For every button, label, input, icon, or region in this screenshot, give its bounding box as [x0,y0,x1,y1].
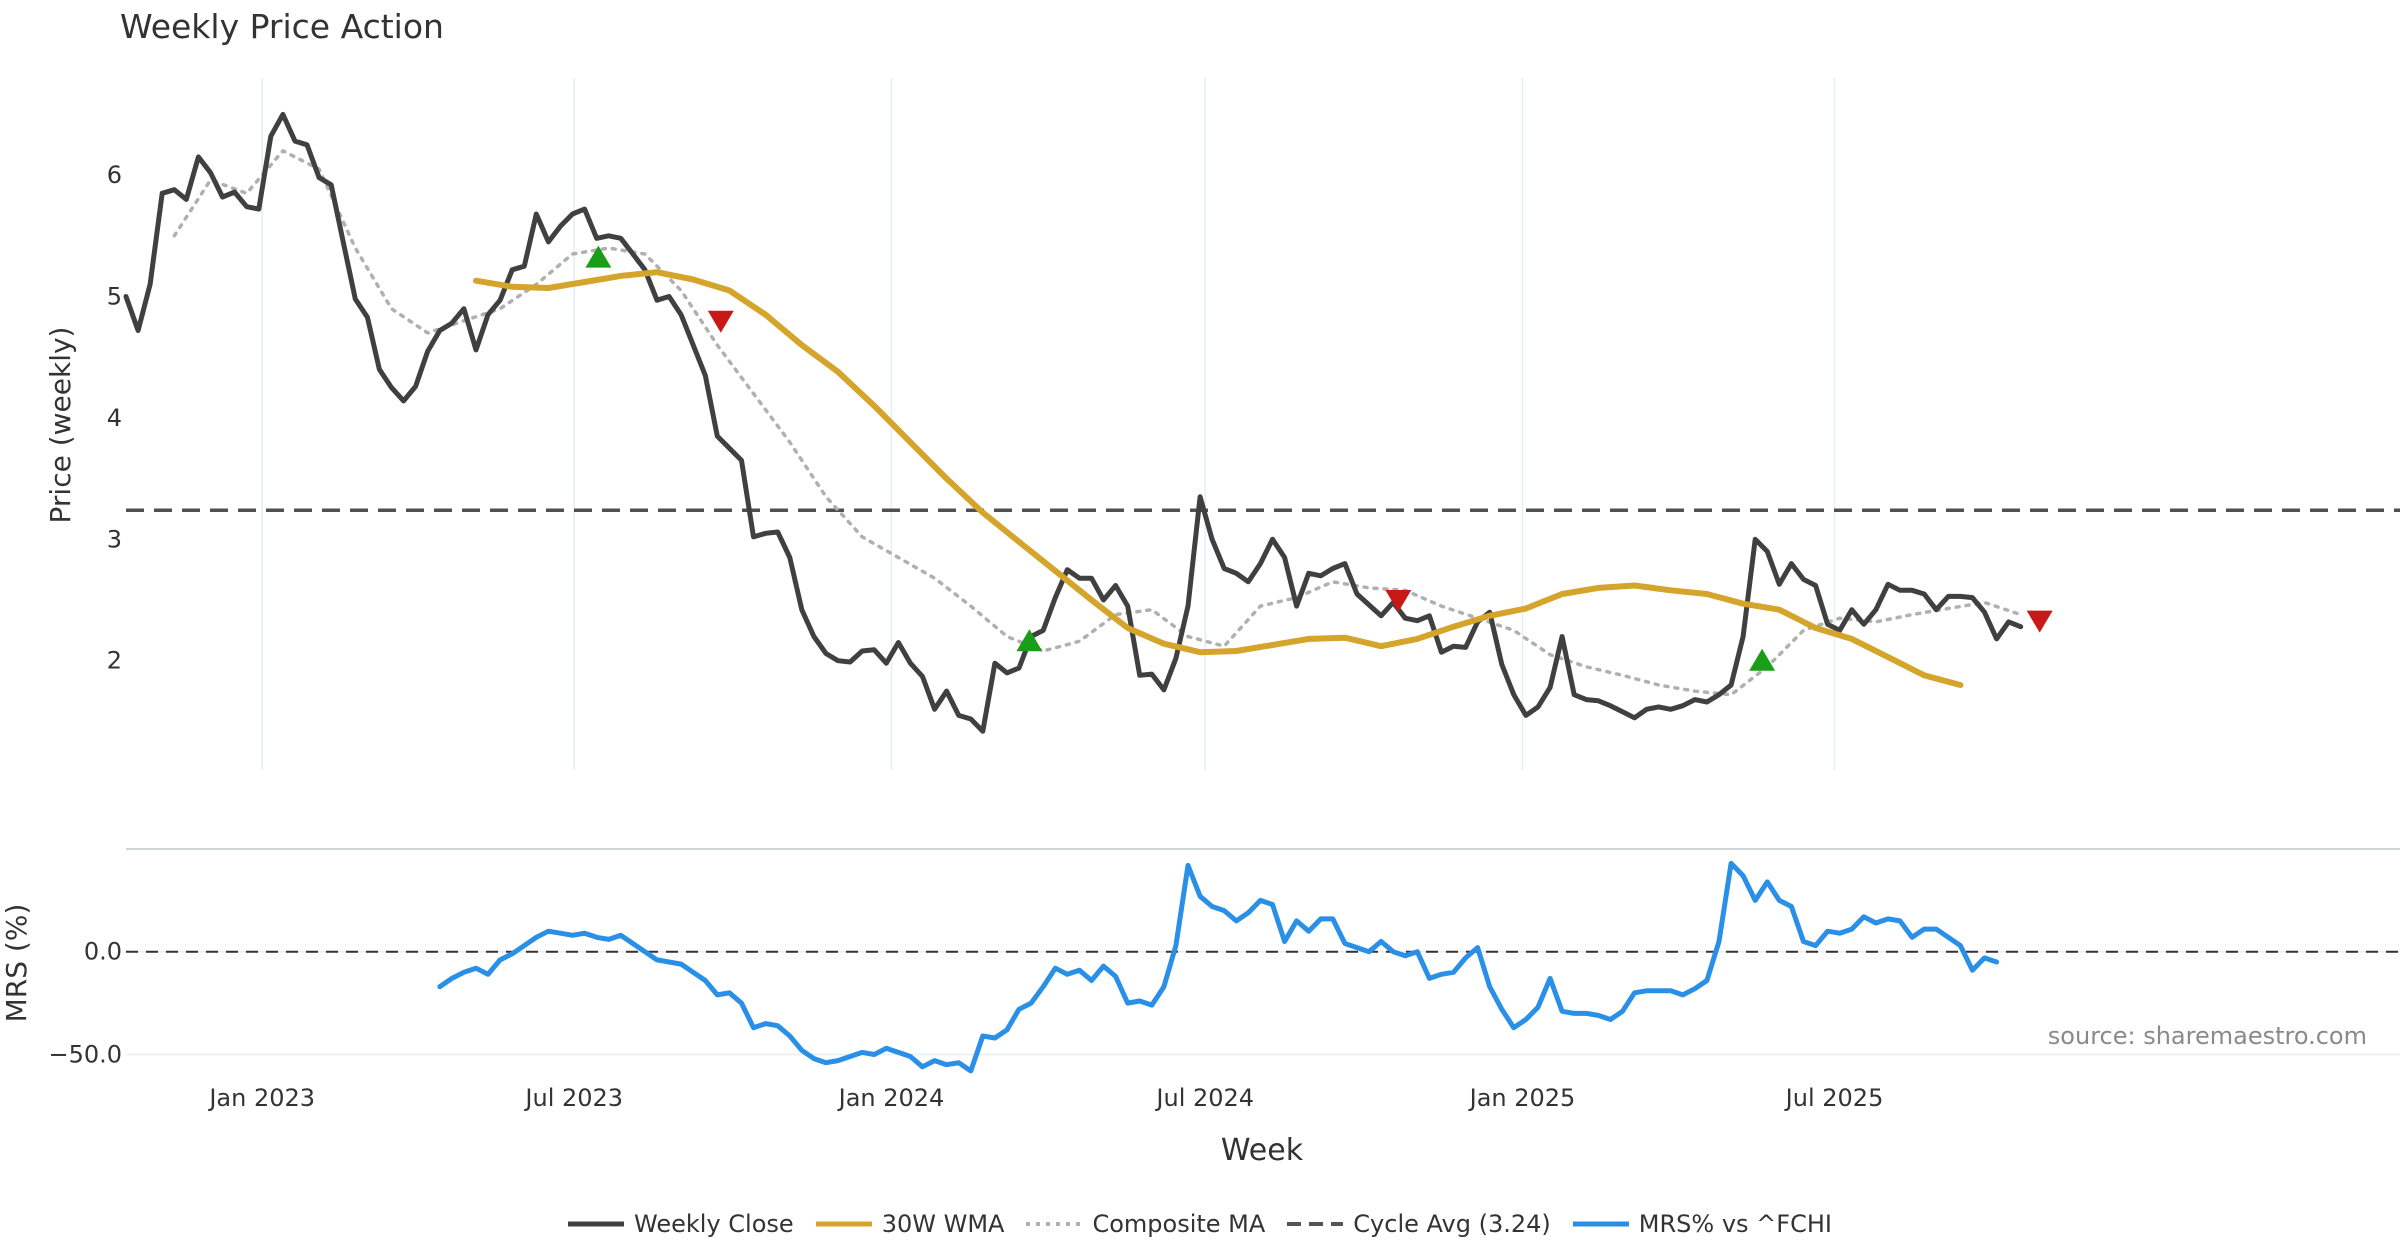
mrs-y-tick-labels: 0.0 −50.0 [48,938,122,1069]
legend-label: Composite MA [1092,1210,1266,1238]
chart-legend: Weekly Close 30W WMA Composite MA Cycle … [0,1210,2400,1238]
x-tick-jul-2025: Jul 2025 [1784,1084,1884,1112]
x-tick-jan-2025: Jan 2025 [1468,1084,1576,1112]
price-y-tick-labels: 2 3 4 5 6 [107,161,122,675]
mrs-y-tick-50: −50.0 [48,1040,122,1068]
signal-markers [585,245,2053,671]
x-tick-jan-2023: Jan 2023 [207,1084,315,1112]
legend-swatch-30w-wma [815,1221,872,1227]
legend-label: 30W WMA [881,1210,1005,1238]
legend-swatch-cycle-avg [1287,1222,1344,1226]
x-tick-jul-2024: Jul 2024 [1154,1084,1254,1112]
price-series-group [123,111,2024,734]
legend-swatch-mrs [1572,1221,1629,1227]
legend-swatch-weekly-close [568,1221,625,1227]
mrs-y-axis-label: MRS (%) [0,904,33,1023]
buy-signal-5 [1749,648,1776,671]
chart-title: Weekly Price Action [120,7,444,46]
series-composite-ma [172,149,2023,697]
price-y-tick-5: 5 [107,283,122,311]
legend-swatch-composite-ma [1026,1222,1083,1226]
price-y-tick-2: 2 [107,647,122,675]
legend-label: MRS% vs ^FCHI [1638,1210,1832,1238]
price-y-tick-6: 6 [107,161,122,189]
sell-signal-6 [2026,610,2053,633]
mrs-gridlines [126,950,2400,1056]
x-tick-jul-2023: Jul 2023 [523,1084,623,1112]
price-y-tick-4: 4 [107,404,122,432]
legend-item-mrs[interactable]: MRS% vs ^FCHI [1572,1210,1832,1238]
buy-signal-3 [1016,629,1043,652]
x-tick-labels: Jan 2023 Jul 2023 Jan 2024 Jul 2024 Jan 2025… [207,1084,1883,1112]
price-y-tick-3: 3 [107,525,122,553]
series-30w-wma [473,269,1964,688]
x-tick-jan-2024: Jan 2024 [837,1084,945,1112]
legend-item-30w-wma[interactable]: 30W WMA [815,1210,1005,1238]
legend-item-cycle-avg[interactable]: Cycle Avg (3.24) [1287,1210,1551,1238]
price-y-axis-label: Price (weekly) [44,327,77,524]
legend-item-weekly-close[interactable]: Weekly Close [568,1210,794,1238]
legend-item-composite-ma[interactable]: Composite MA [1026,1210,1265,1238]
legend-label: Cycle Avg (3.24) [1353,1210,1551,1238]
sell-signal-4 [1385,590,1412,613]
legend-label: Weekly Close [634,1210,794,1238]
source-watermark: source: sharemaestro.com [2048,1022,2367,1050]
price-gridlines [261,78,1836,770]
buy-signal-1 [585,245,612,268]
mrs-series-group [437,860,2000,1074]
series-weekly-close [123,111,2024,734]
sell-signal-2 [707,310,734,333]
series-mrs-vs-fchi [437,860,2000,1074]
mrs-y-tick-0: 0.0 [84,938,122,966]
x-axis-label: Week [1221,1133,1304,1168]
